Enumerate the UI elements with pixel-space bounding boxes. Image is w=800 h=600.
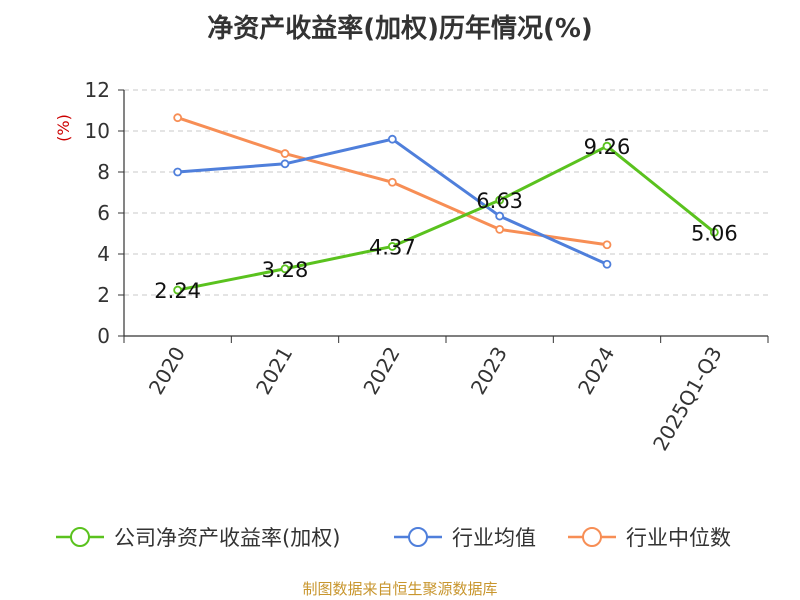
legend-label: 行业中位数: [626, 526, 731, 550]
data-point: [495, 195, 505, 205]
legend-swatch-marker: [70, 527, 90, 547]
legend-swatch-marker: [582, 527, 602, 547]
data-label: 9.26: [584, 135, 631, 159]
legend-swatch-marker: [408, 527, 428, 547]
y-tick-label: 12: [85, 78, 110, 102]
data-point: [280, 264, 290, 274]
data-point: [173, 167, 183, 177]
y-axis-label: (%): [54, 114, 73, 142]
data-point: [280, 149, 290, 158]
y-tick-label: 10: [85, 119, 110, 143]
legend: 公司净资产收益率(加权) 行业均值 行业中位数: [56, 526, 731, 550]
y-tick-label: 4: [97, 242, 110, 266]
data-point: [602, 240, 612, 250]
y-tick-label: 8: [97, 160, 110, 184]
data-point: [495, 224, 505, 234]
x-tick-label: 2020: [144, 343, 190, 399]
data-label: 2.24: [154, 279, 201, 303]
data-label: 6.63: [476, 189, 523, 213]
y-tick-label: 2: [97, 283, 110, 307]
legend-item: 公司净资产收益率(加权): [56, 526, 340, 550]
y-tick-label: 6: [97, 201, 110, 225]
data-point: [280, 159, 290, 169]
x-tick-label: 2023: [466, 342, 512, 398]
x-tick-label: 2024: [573, 343, 619, 399]
data-point: [602, 259, 612, 269]
data-point: [173, 113, 183, 123]
data-point: [495, 211, 505, 221]
y-tick-label: 0: [97, 324, 110, 348]
legend-item: 行业均值: [394, 526, 536, 550]
legend-item: 行业中位数: [568, 526, 731, 550]
data-labels: 2.24 3.28 4.37 6.63 9.26 5.06: [154, 135, 737, 303]
source-footer: 制图数据来自恒生聚源数据库: [302, 580, 498, 598]
legend-label: 公司净资产收益率(加权): [114, 526, 340, 550]
data-label: 3.28: [262, 258, 309, 282]
data-label: 4.37: [369, 235, 416, 259]
data-point: [387, 134, 397, 144]
series-layer: [173, 113, 719, 295]
data-point: [173, 285, 183, 295]
x-tick-label: 2025Q1-Q3: [648, 343, 727, 455]
data-point: [387, 177, 397, 187]
axes: 0 2 4 6 8 10 12 (%) 2020 2021 2022 2023 2024 2025Q1-Q…: [54, 78, 769, 455]
data-label: 5.06: [691, 221, 738, 245]
grid-lines: [124, 89, 768, 296]
x-tick-label: 2022: [358, 343, 404, 399]
chart-title: 净资产收益率(加权)历年情况(%): [207, 14, 593, 44]
data-point: [709, 227, 719, 237]
x-tick-label: 2021: [251, 343, 297, 399]
data-point: [602, 141, 612, 151]
legend-label: 行业均值: [452, 526, 536, 550]
data-point: [387, 242, 397, 251]
series-line: [177, 144, 716, 292]
